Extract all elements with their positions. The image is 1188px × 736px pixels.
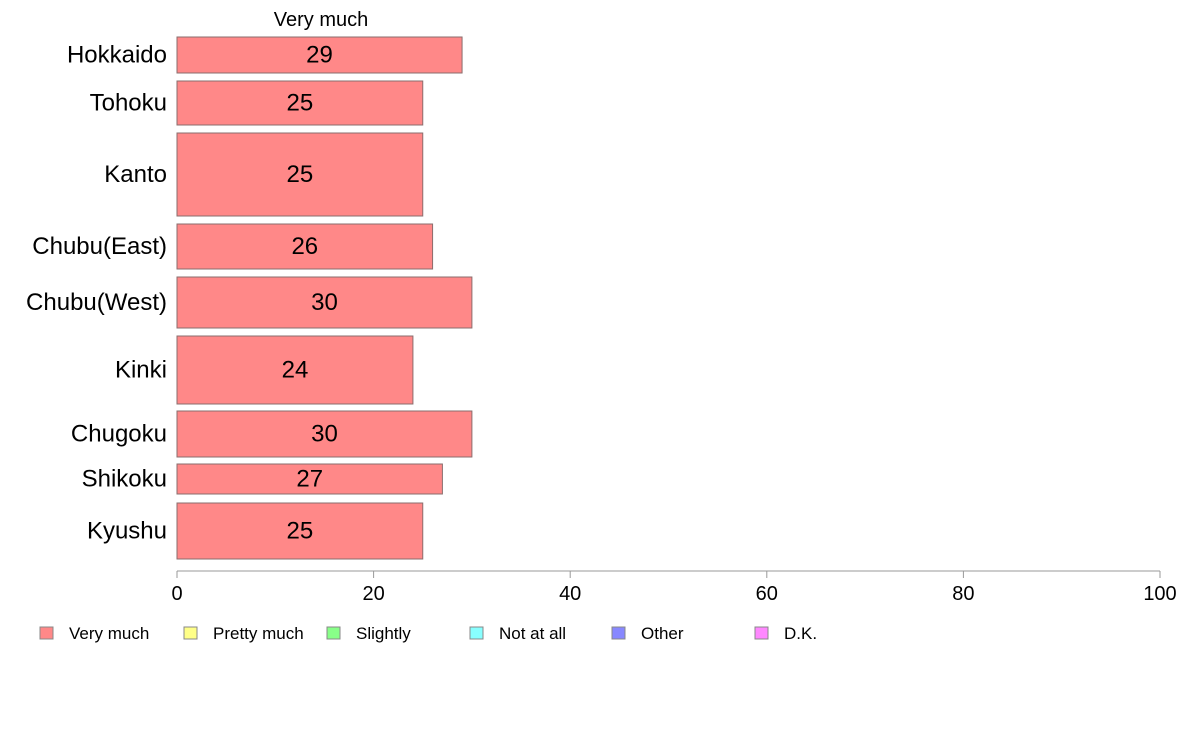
legend-label: Other — [641, 624, 684, 643]
data-label: 26 — [291, 233, 318, 260]
bar — [176, 463, 443, 495]
legend-swatch — [611, 626, 626, 640]
data-label: 25 — [287, 90, 314, 117]
legend-swatch — [183, 626, 198, 640]
category-label: Kyushu — [87, 518, 167, 545]
legend-swatch — [326, 626, 341, 640]
x-tick-label: 20 — [362, 583, 384, 605]
x-axis: 0 20 40 60 80 100 — [171, 570, 1177, 605]
category-label: Shikoku — [82, 466, 167, 493]
category-label: Chugoku — [71, 421, 167, 448]
bar — [176, 36, 463, 74]
legend-label: D.K. — [784, 624, 817, 643]
category-label: Hokkaido — [67, 42, 167, 69]
bar — [176, 502, 424, 560]
category-label: Kanto — [104, 161, 167, 188]
bars-group: Hokkaido 29 Tohoku 25 Kanto 25 Chubu(East) 26 Ch… — [26, 36, 473, 560]
data-label: 24 — [282, 357, 309, 384]
x-tick-label: 40 — [559, 583, 581, 605]
data-label: 25 — [287, 161, 314, 188]
legend-label: Not at all — [499, 624, 566, 643]
column-header: Very much — [274, 9, 368, 31]
legend-swatch — [39, 626, 54, 640]
category-label: Kinki — [115, 357, 167, 384]
legend-label: Slightly — [356, 624, 411, 643]
legend-label: Pretty much — [213, 624, 304, 643]
bar — [176, 223, 434, 270]
data-label: 25 — [287, 518, 314, 545]
legend-swatch — [754, 626, 769, 640]
x-tick-label: 100 — [1143, 583, 1176, 605]
x-tick-label: 0 — [171, 583, 182, 605]
bar — [176, 410, 473, 458]
category-label: Chubu(West) — [26, 289, 167, 316]
bar — [176, 276, 473, 329]
data-label: 30 — [311, 289, 338, 316]
legend-swatch — [469, 626, 484, 640]
data-label: 27 — [296, 466, 323, 493]
bar — [176, 80, 424, 126]
x-tick-label: 60 — [756, 583, 778, 605]
legend-label: Very much — [69, 624, 149, 643]
x-tick-label: 80 — [952, 583, 974, 605]
legend: Very much Pretty much Slightly Not at all Ot… — [39, 624, 817, 643]
data-label: 29 — [306, 42, 333, 69]
category-label: Tohoku — [90, 90, 167, 117]
bar — [176, 132, 424, 217]
category-label: Chubu(East) — [32, 233, 167, 260]
data-label: 30 — [311, 421, 338, 448]
bar — [176, 335, 414, 405]
